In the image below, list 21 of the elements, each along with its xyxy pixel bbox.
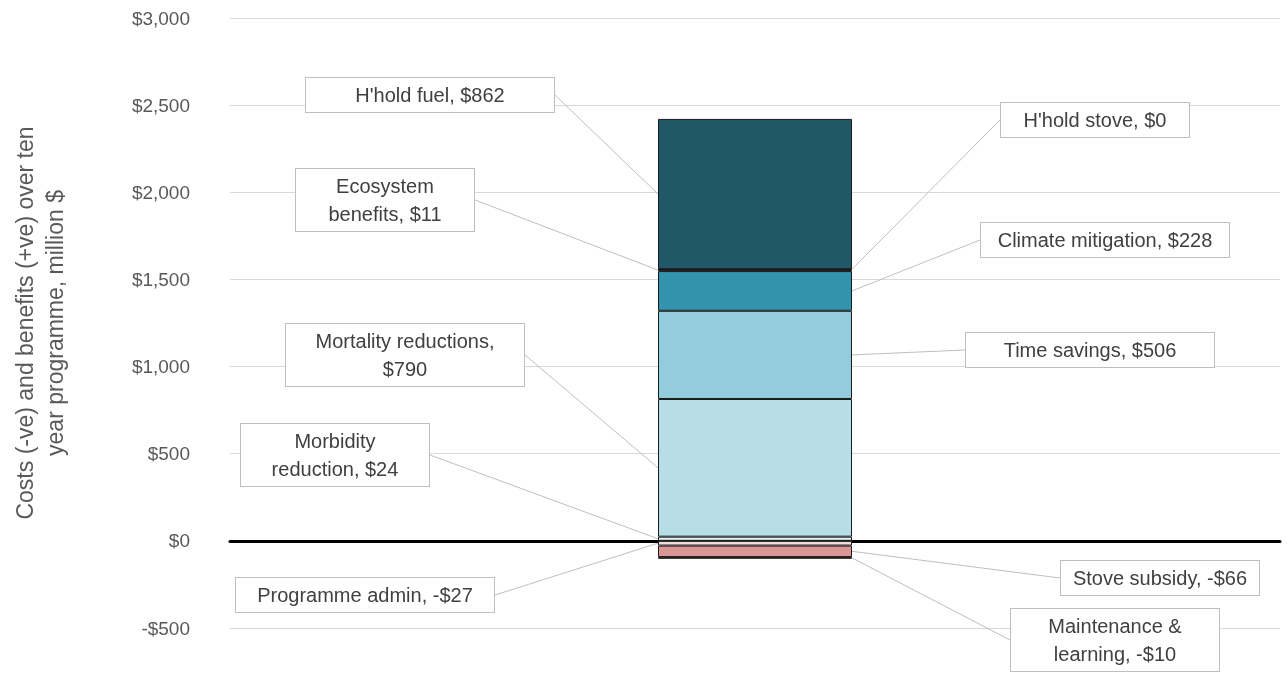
bar [658, 118, 852, 270]
y-tick-label: $1,000 [131, 356, 190, 378]
y-tick-label: $2,500 [131, 94, 190, 116]
y-tick-label: $0 [168, 530, 190, 552]
y-tick-label: $3,000 [131, 7, 190, 29]
callout: Maintenance & learning, -$10 [1010, 608, 1220, 672]
callout: Mortality reductions, $790 [285, 323, 525, 387]
bar [658, 545, 852, 558]
y-tick-label: $500 [147, 443, 190, 465]
callout: H'hold stove, $0 [1000, 102, 1190, 138]
callout: Climate mitigation, $228 [980, 222, 1230, 258]
y-tick-label: -$500 [141, 617, 190, 639]
y-tick-label: $2,000 [131, 181, 190, 203]
callout: Ecosystem benefits, $11 [295, 168, 475, 232]
callout: H'hold fuel, $862 [305, 77, 555, 113]
callout: Programme admin, -$27 [235, 577, 495, 613]
callout: Time savings, $506 [965, 332, 1215, 368]
callout: Stove subsidy, -$66 [1060, 560, 1260, 596]
y-tick-label: $1,500 [131, 268, 190, 290]
y-axis-title: Costs (-ve) and benefits (+ve) over ten year programme, million $ [12, 126, 68, 520]
callout: Morbidity reduction, $24 [240, 423, 430, 487]
